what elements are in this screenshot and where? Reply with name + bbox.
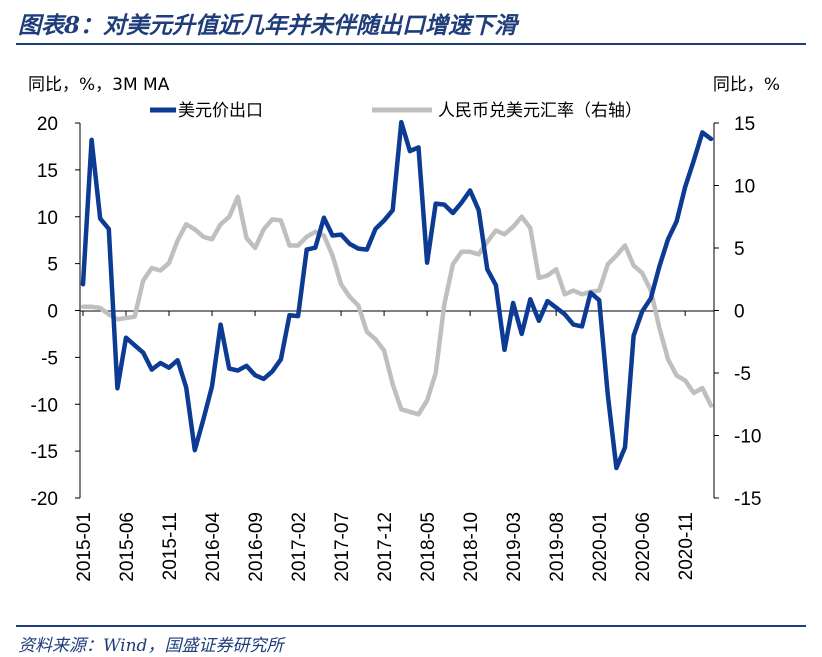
series-line-fx <box>80 194 714 417</box>
x-tick-label: 2015-01 <box>74 512 95 582</box>
x-tick-label: 2019-03 <box>504 512 525 582</box>
x-tick-label: 2017-12 <box>375 512 396 582</box>
left-tick-label: -20 <box>31 489 58 510</box>
right-tick-label: 0 <box>734 302 745 323</box>
x-tick-label: 2020-11 <box>676 512 697 580</box>
right-tick-label: 5 <box>734 239 745 260</box>
right-tick-label: -15 <box>734 489 761 510</box>
right-tick-label: 10 <box>734 177 755 198</box>
legend-label-export: 美元价出口 <box>178 101 263 121</box>
x-tick-label: 2015-11 <box>160 512 181 580</box>
series-lines <box>80 119 714 471</box>
left-tick-label: 20 <box>37 114 58 135</box>
left-tick-label: 15 <box>37 161 58 182</box>
left-tick-label: -15 <box>31 442 58 463</box>
left-axis-unit: 同比，%，3M MA <box>28 75 170 95</box>
x-tick-label: 2020-06 <box>633 512 654 582</box>
x-tick-label: 2016-09 <box>246 512 267 582</box>
left-tick-label: 10 <box>37 208 58 229</box>
right-axis-unit: 同比，% <box>713 75 780 95</box>
right-tick-label: -10 <box>734 427 761 448</box>
x-tick-label: 2017-02 <box>289 512 310 582</box>
x-tick-label: 2017-07 <box>332 512 353 582</box>
legend-label-fx: 人民币兑美元汇率（右轴） <box>438 101 642 121</box>
right-tick-label: 15 <box>734 114 755 135</box>
right-tick-label: -5 <box>734 364 751 385</box>
axes: 20 15 10 5 0 -5 -10 -15 -20 15 10 5 0 -5 -10 -15 2015-01… <box>31 114 762 582</box>
x-tick-label: 2020-01 <box>590 512 611 582</box>
left-tick-label: -10 <box>31 395 58 416</box>
series-line-export <box>80 119 714 471</box>
footer-divider <box>16 625 806 627</box>
title-divider <box>16 43 806 45</box>
x-tick-label: 2018-10 <box>461 512 482 582</box>
x-tick-label: 2015-06 <box>117 512 138 582</box>
left-tick-label: 0 <box>47 302 58 323</box>
left-tick-label: 5 <box>47 255 58 276</box>
x-tick-label: 2016-04 <box>203 512 224 582</box>
x-tick-label: 2018-05 <box>418 512 439 582</box>
page-title: 图表8：对美元升值近几年并未伴随出口增速下滑 <box>18 12 518 39</box>
left-tick-label: -5 <box>41 348 58 369</box>
x-tick-label: 2019-08 <box>547 512 568 582</box>
source-note: 资料来源：Wind，国盛证券研究所 <box>18 636 284 656</box>
